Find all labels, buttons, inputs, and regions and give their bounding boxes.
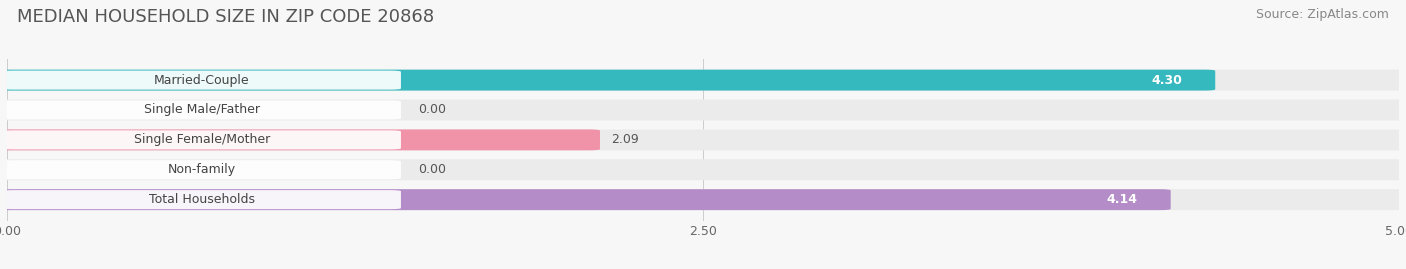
Text: Non-family: Non-family <box>167 163 236 176</box>
FancyBboxPatch shape <box>3 160 401 179</box>
FancyBboxPatch shape <box>3 130 401 149</box>
FancyBboxPatch shape <box>3 70 401 90</box>
Text: Total Households: Total Households <box>149 193 254 206</box>
FancyBboxPatch shape <box>0 70 1215 91</box>
Text: 2.09: 2.09 <box>612 133 638 146</box>
Text: 4.30: 4.30 <box>1152 74 1182 87</box>
Text: Single Female/Mother: Single Female/Mother <box>134 133 270 146</box>
FancyBboxPatch shape <box>0 189 1406 210</box>
FancyBboxPatch shape <box>3 100 401 119</box>
Text: Single Male/Father: Single Male/Father <box>143 104 260 116</box>
Text: Source: ZipAtlas.com: Source: ZipAtlas.com <box>1256 8 1389 21</box>
FancyBboxPatch shape <box>0 129 600 150</box>
FancyBboxPatch shape <box>0 70 1406 91</box>
FancyBboxPatch shape <box>3 190 401 209</box>
FancyBboxPatch shape <box>0 189 1171 210</box>
FancyBboxPatch shape <box>0 159 1406 180</box>
FancyBboxPatch shape <box>0 100 1406 121</box>
Text: 0.00: 0.00 <box>418 104 446 116</box>
Text: MEDIAN HOUSEHOLD SIZE IN ZIP CODE 20868: MEDIAN HOUSEHOLD SIZE IN ZIP CODE 20868 <box>17 8 434 26</box>
Text: 0.00: 0.00 <box>418 163 446 176</box>
Text: Married-Couple: Married-Couple <box>155 74 250 87</box>
FancyBboxPatch shape <box>0 129 1406 150</box>
Text: 4.14: 4.14 <box>1107 193 1137 206</box>
